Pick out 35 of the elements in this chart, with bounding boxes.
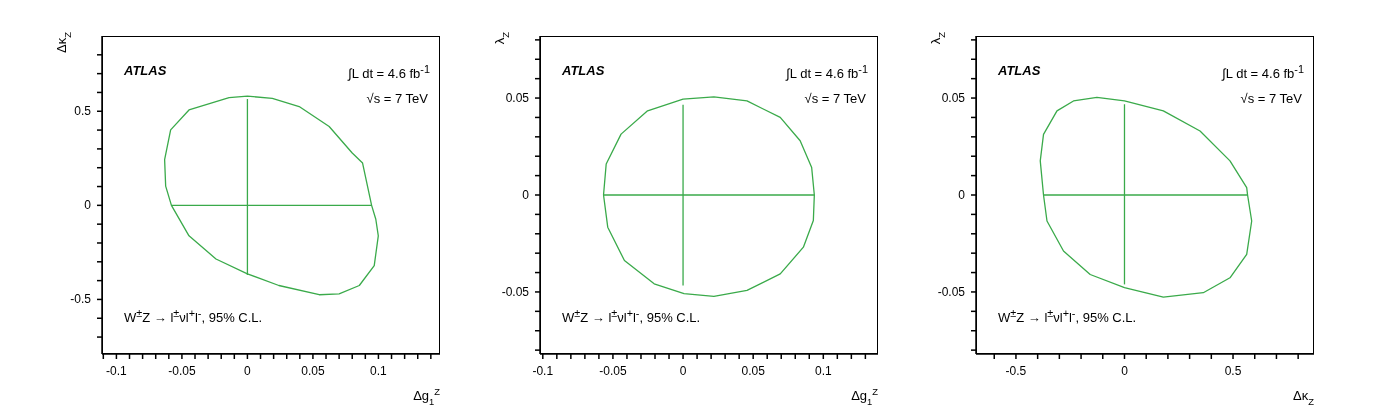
annotation: ∫L dt = 4.6 fb$^{-1}$: [786, 63, 868, 82]
x-tick-label: -0.1: [106, 364, 128, 378]
annotation: √s = 7 TeV: [366, 91, 428, 106]
text: W$^{±}$Z → l$^{±}$νl$^{+}$l$^{-}$, 95% C.L.: [998, 307, 1137, 326]
annotation: √s = 7 TeV: [1240, 91, 1302, 106]
x-tick-label: 0: [244, 364, 252, 378]
annotation: ATLAS: [124, 63, 167, 78]
x-tick-label: -0.1: [532, 364, 554, 378]
y-tick-label: -0.05: [937, 284, 966, 299]
x-tick-label: 0.05: [301, 364, 325, 378]
y-tick-label: 0: [84, 198, 92, 213]
y-tick-label: -0.5: [70, 292, 92, 307]
text: W$^{±}$Z → l$^{±}$νl$^{+}$l$^{-}$, 95% C.L.: [562, 307, 701, 326]
x-tick-label: 0.05: [741, 364, 766, 378]
y-tick-label: 0.05: [941, 91, 966, 106]
x-tick-label: 0: [679, 364, 687, 378]
x-tick-label: -0.05: [168, 364, 196, 378]
y-tick-label: 0.05: [505, 91, 530, 106]
x-tick-label: 0.5: [1224, 364, 1242, 378]
x-axis-title: Δκ$_{Z}$: [1293, 388, 1315, 407]
annotation: ATLAS: [562, 63, 605, 78]
x-tick-label: 0: [1121, 364, 1129, 378]
x-tick-label: 0.1: [370, 364, 388, 378]
annotation: ATLAS: [998, 63, 1041, 78]
annotation: √s = 7 TeV: [804, 91, 866, 106]
x-tick-label: -0.5: [1005, 364, 1027, 378]
x-tick-label: 0.1: [814, 364, 832, 378]
annotation: ∫L dt = 4.6 fb$^{-1}$: [348, 63, 430, 82]
text: W$^{±}$Z → l$^{±}$νl$^{+}$l$^{-}$, 95% C.L.: [124, 307, 263, 326]
y-tick-label: -0.05: [501, 284, 530, 299]
y-tick-label: 0: [522, 188, 530, 202]
y-tick-label: 0: [958, 188, 966, 202]
x-tick-label: -0.05: [599, 364, 627, 378]
y-tick-label: 0.5: [74, 104, 92, 119]
annotation: ∫L dt = 4.6 fb$^{-1}$: [1222, 63, 1304, 82]
